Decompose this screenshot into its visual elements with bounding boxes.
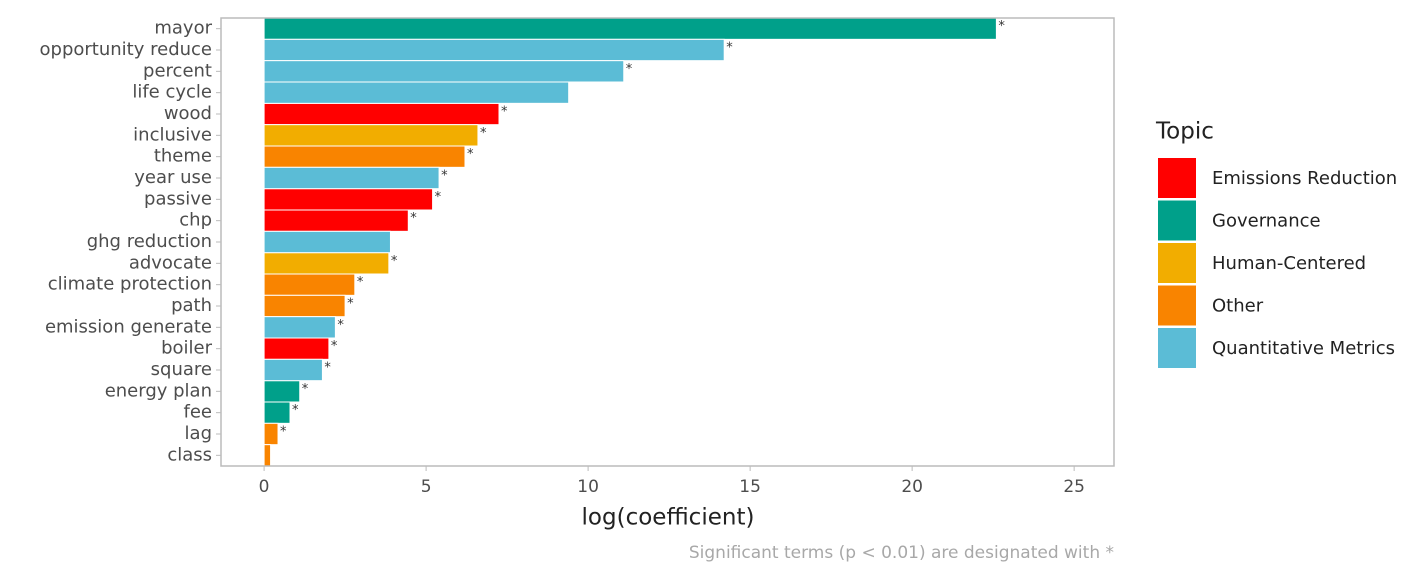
bar: [263, 401, 291, 424]
significance-star: *: [467, 147, 474, 162]
legend-title: Topic: [1155, 119, 1214, 145]
caption: Significant terms (p < 0.01) are designa…: [689, 543, 1114, 563]
y-tick-label: theme: [154, 146, 212, 167]
y-tick-label: chp: [179, 210, 212, 231]
x-tick-label: 20: [901, 477, 923, 497]
legend-label: Other: [1212, 296, 1264, 317]
significance-star: *: [410, 211, 417, 226]
y-tick-label: year use: [134, 167, 212, 188]
x-tick-label: 5: [421, 477, 432, 497]
bar: [263, 358, 323, 382]
significance-star: *: [391, 254, 398, 269]
significance-star: *: [302, 382, 309, 397]
y-tick-label: square: [151, 359, 212, 380]
significance-star: *: [998, 19, 1005, 34]
x-tick-label: 10: [577, 477, 599, 497]
bar: [263, 209, 409, 232]
significance-star: *: [441, 169, 448, 184]
bar: [263, 188, 434, 211]
bar: [263, 124, 479, 147]
bar: [263, 102, 500, 126]
significance-star: *: [501, 105, 508, 120]
significance-star: *: [726, 41, 733, 56]
bar: [263, 230, 391, 254]
significance-star: *: [324, 361, 331, 376]
legend-label: Quantitative Metrics: [1212, 338, 1395, 359]
bar: [263, 145, 466, 168]
significance-star: *: [280, 425, 287, 440]
x-tick-label: 0: [259, 477, 270, 497]
y-tick-label: fee: [184, 402, 213, 423]
y-tick-label: boiler: [161, 338, 213, 359]
significance-star: *: [347, 297, 354, 312]
bar: [263, 60, 625, 83]
y-tick-label: lag: [185, 423, 212, 444]
y-tick-label: inclusive: [133, 124, 212, 145]
bar: [263, 81, 570, 104]
bar: [263, 316, 336, 339]
y-tick-label: energy plan: [105, 380, 212, 401]
legend-key: [1158, 243, 1196, 283]
y-tick-label: life cycle: [132, 82, 212, 103]
significance-star: *: [331, 339, 338, 354]
y-tick-label: advocate: [129, 252, 212, 273]
significance-star: *: [292, 403, 299, 418]
bar: [263, 273, 356, 296]
y-tick-label: path: [171, 295, 212, 316]
significance-star: *: [626, 62, 633, 77]
significance-star: *: [357, 275, 364, 290]
significance-star: *: [480, 126, 487, 141]
y-tick-label: wood: [164, 103, 212, 124]
legend-key: [1158, 328, 1196, 368]
legend-label: Governance: [1212, 211, 1321, 232]
x-tick-label: 15: [739, 477, 761, 497]
y-tick-label: passive: [144, 188, 212, 209]
bar: [263, 252, 390, 275]
x-axis-label: log(coefficient): [582, 505, 755, 531]
y-tick-label: class: [167, 444, 212, 465]
y-tick-label: climate protection: [48, 274, 212, 295]
bar: [263, 17, 997, 40]
legend-key: [1158, 285, 1196, 326]
y-tick-label: opportunity reduce: [40, 39, 212, 60]
bar: [263, 422, 279, 446]
legend-key: [1158, 200, 1196, 241]
y-tick-label: mayor: [154, 18, 212, 39]
x-tick-label: 25: [1063, 477, 1085, 497]
plot-border: [220, 17, 1115, 467]
y-tick-label: percent: [143, 60, 212, 81]
legend-key: [1158, 158, 1196, 198]
bar: [263, 380, 301, 403]
bar: [263, 444, 272, 467]
legend-label: Human-Centered: [1212, 253, 1366, 274]
bar: [263, 166, 440, 190]
y-tick-label: ghg reduction: [87, 231, 212, 252]
significance-star: *: [337, 318, 344, 333]
significance-star: *: [435, 190, 442, 205]
y-tick-label: emission generate: [45, 316, 212, 337]
bar: [263, 294, 346, 318]
bar: [263, 337, 330, 360]
legend-label: Emissions Reduction: [1212, 168, 1397, 189]
bar: [263, 38, 725, 62]
